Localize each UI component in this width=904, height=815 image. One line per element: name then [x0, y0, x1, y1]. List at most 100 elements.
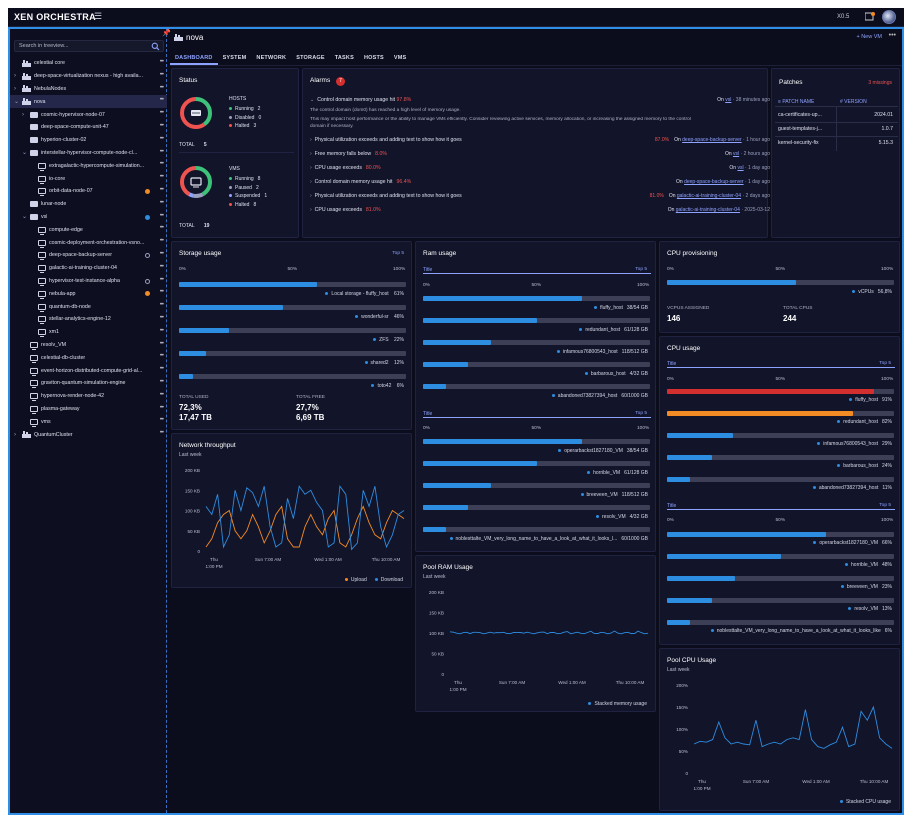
tab-dashboard[interactable]: DASHBOARD	[170, 49, 218, 65]
menu-icon[interactable]: ☰	[94, 11, 103, 21]
tree-item[interactable]: › QuantumCluster •••	[10, 428, 167, 441]
tab-storage[interactable]: STORAGE	[296, 55, 325, 61]
chevron-right-icon[interactable]: ›	[310, 179, 315, 185]
chevron-right-icon[interactable]: ›	[310, 193, 315, 199]
more-actions-icon[interactable]: •••	[888, 32, 896, 39]
chevron-icon[interactable]: ⌄	[14, 99, 20, 106]
chevron-icon[interactable]: ›	[14, 85, 16, 92]
search-icon[interactable]	[151, 42, 160, 51]
tasks-icon[interactable]	[865, 12, 875, 21]
tree-item[interactable]: galactic-ai-training-cluster-04 •••	[10, 262, 167, 275]
tree-item[interactable]: ⌄ interstellar-hypervisor-compute-node-cl…	[10, 147, 167, 160]
version-label[interactable]: X0.5	[837, 14, 850, 20]
tree-item[interactable]: io-core •••	[10, 172, 167, 185]
more-icon[interactable]: •••	[159, 187, 164, 193]
tree-item[interactable]: xm1 •••	[10, 326, 167, 339]
tree-item[interactable]: graviton-quantum-simulation-engine •••	[10, 377, 167, 390]
ram-hosts-top5[interactable]: Top 5	[635, 267, 647, 272]
cpu-hosts-top5[interactable]: Top 5	[879, 361, 891, 366]
more-icon[interactable]: •••	[159, 135, 164, 142]
chevron-icon[interactable]: ⌄	[22, 214, 28, 221]
alarm-row[interactable]: › CPU usage exceeds 80.0% On vsl · 1 day a…	[310, 165, 770, 176]
alarm-target-link[interactable]: galactic-ai-training-cluster-04	[676, 193, 742, 199]
tree-item[interactable]: › cosmic-hypervisor-node-07 •••	[10, 108, 167, 121]
more-icon[interactable]: •••	[159, 391, 164, 398]
tree-item[interactable]: hyperion-cluster-02 •••	[10, 134, 167, 147]
alarm-target-link[interactable]: deep-space-backup-server	[682, 137, 742, 143]
more-icon[interactable]: •••	[159, 353, 164, 360]
alarm-target-link[interactable]: galactic-ai-training-cluster-04	[675, 207, 740, 213]
alarm-row[interactable]: › Free memory falls below 8.0% On vsl · 2 …	[310, 151, 770, 162]
more-icon[interactable]: •••	[159, 340, 164, 347]
alarm-target-link[interactable]: vsl	[737, 165, 744, 171]
more-icon[interactable]: •••	[159, 315, 164, 321]
alarm-target-link[interactable]: vsl	[725, 97, 732, 103]
chevron-icon[interactable]: ⌄	[22, 150, 28, 157]
tree-item[interactable]: stellar-analytics-engine-12 •••	[10, 313, 167, 326]
chevron-icon[interactable]: ›	[14, 73, 16, 80]
more-icon[interactable]: •••	[159, 276, 164, 283]
search-input[interactable]: Search in treeview...	[19, 43, 69, 49]
tab-network[interactable]: NETWORK	[256, 55, 287, 61]
more-icon[interactable]: •••	[159, 327, 164, 334]
more-icon[interactable]: •••	[159, 225, 164, 232]
tree-item[interactable]: plasma-gateway •••	[10, 403, 167, 416]
tree-item[interactable]: lunar-node •••	[10, 198, 167, 211]
alarm-target-link[interactable]: vsl	[733, 151, 740, 157]
tab-system[interactable]: SYSTEM	[222, 55, 247, 61]
chevron-right-icon[interactable]: ›	[310, 165, 315, 171]
more-icon[interactable]: •••	[159, 199, 164, 206]
tree-item[interactable]: deep-space-backup-server •••	[10, 249, 167, 262]
pin-icon[interactable]: 📌	[162, 30, 171, 37]
more-icon[interactable]: •••	[159, 161, 164, 168]
tree-item[interactable]: extragalactic-hypercompute-simulation...…	[10, 159, 167, 172]
more-icon[interactable]: •••	[159, 71, 164, 78]
more-icon[interactable]: •••	[159, 379, 164, 385]
tab-vms[interactable]: VMS	[393, 55, 407, 61]
cpu-vms-top5[interactable]: Top 5	[879, 503, 891, 508]
tree-item[interactable]: deep-space-compute-unit-47 •••	[10, 121, 167, 134]
tree-item[interactable]: celestial-db-cluster •••	[10, 351, 167, 364]
more-icon[interactable]: •••	[159, 366, 164, 373]
tree-item[interactable]: event-horizon-distributed-compute-grid-a…	[10, 364, 167, 377]
more-icon[interactable]: •••	[159, 84, 164, 91]
more-icon[interactable]: •••	[159, 212, 164, 219]
tree-item[interactable]: vms •••	[10, 415, 167, 428]
more-icon[interactable]: •••	[159, 263, 164, 270]
chevron-right-icon[interactable]: ›	[310, 137, 315, 143]
more-icon[interactable]: •••	[159, 97, 164, 104]
more-icon[interactable]: •••	[159, 59, 164, 65]
tree-item[interactable]: orbit-data-node-07 •••	[10, 185, 167, 198]
alarm-expanded[interactable]: ⌄ Control domain memory usage hit 97.8% …	[310, 97, 770, 103]
storage-top5[interactable]: Top 5	[392, 251, 404, 256]
tree-item[interactable]: celestial core •••	[10, 57, 167, 70]
more-icon[interactable]: •••	[159, 251, 164, 257]
tree-item[interactable]: › deep-space-virtualization nexus - high …	[10, 70, 167, 83]
more-icon[interactable]: •••	[159, 302, 164, 309]
alarm-row[interactable]: › Physical utilization exceeds and addin…	[310, 193, 770, 204]
chevron-right-icon[interactable]: ›	[310, 151, 315, 157]
tree-item[interactable]: hypervisor-test-instance-alpha •••	[10, 275, 167, 288]
tree-item[interactable]: ⌄ nova •••	[10, 95, 167, 109]
more-icon[interactable]: •••	[159, 110, 164, 117]
alarm-row[interactable]: › CPU usage exceeds 81.0% On galactic-ai-t…	[310, 207, 770, 218]
search-box[interactable]: Search in treeview...	[14, 40, 164, 52]
tree-item[interactable]: hypernova-render-node-42 •••	[10, 390, 167, 403]
tree-item[interactable]: › NebulaNodes •••	[10, 83, 167, 96]
more-icon[interactable]: •••	[159, 417, 164, 424]
alarm-target-link[interactable]: deep-space-backup-server	[684, 179, 744, 185]
tree-item[interactable]: quantum-db-node •••	[10, 300, 167, 313]
more-icon[interactable]: •••	[159, 148, 164, 155]
more-icon[interactable]: •••	[159, 430, 164, 437]
new-vm-button[interactable]: + New VM	[856, 34, 882, 40]
more-icon[interactable]: •••	[159, 404, 164, 411]
more-icon[interactable]: •••	[159, 174, 164, 181]
tree-item[interactable]: cosmic-deployment-orchestration-vsno... •…	[10, 236, 167, 249]
ram-vms-top5[interactable]: Top 5	[635, 411, 647, 416]
alarm-row[interactable]: › Physical utilization exceeds and addin…	[310, 137, 770, 148]
chevron-icon[interactable]: ›	[22, 111, 24, 118]
chevron-icon[interactable]: ›	[14, 431, 16, 438]
tree-item[interactable]: nebula-app •••	[10, 287, 167, 300]
tree-item[interactable]: ⌄ vsl •••	[10, 211, 167, 224]
more-icon[interactable]: •••	[159, 123, 164, 129]
